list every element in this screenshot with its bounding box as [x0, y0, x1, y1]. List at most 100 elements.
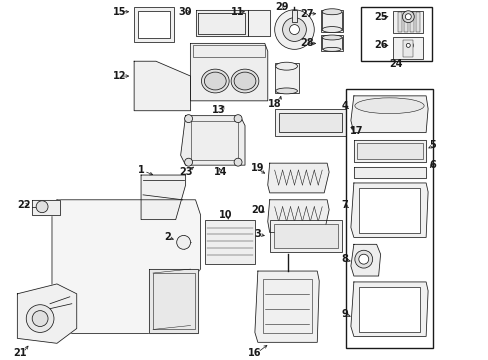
Text: 10: 10 — [218, 210, 231, 220]
Text: 21: 21 — [14, 348, 27, 358]
Ellipse shape — [322, 27, 341, 32]
Circle shape — [176, 235, 190, 249]
Bar — [393, 11, 422, 32]
Circle shape — [358, 254, 368, 264]
Polygon shape — [190, 44, 267, 101]
Text: 26: 26 — [373, 40, 386, 50]
Text: 16: 16 — [247, 348, 261, 358]
Circle shape — [234, 158, 242, 166]
Polygon shape — [180, 116, 244, 165]
Ellipse shape — [322, 9, 341, 15]
Text: 25: 25 — [373, 12, 386, 22]
Text: 6: 6 — [429, 160, 435, 170]
Text: 2: 2 — [164, 233, 171, 242]
Bar — [409, 12, 413, 32]
Polygon shape — [134, 61, 190, 111]
Text: 1: 1 — [138, 165, 144, 175]
Text: 30: 30 — [179, 7, 192, 17]
Bar — [138, 11, 169, 39]
Bar — [404, 12, 407, 32]
Bar — [356, 143, 422, 159]
Text: 15: 15 — [112, 7, 126, 17]
Circle shape — [184, 158, 192, 166]
Ellipse shape — [231, 69, 258, 93]
Bar — [321, 10, 342, 32]
Ellipse shape — [275, 88, 297, 94]
Bar — [205, 220, 254, 264]
Text: 14: 14 — [213, 167, 226, 177]
Text: 9: 9 — [341, 309, 347, 319]
Ellipse shape — [234, 72, 255, 90]
Circle shape — [354, 250, 372, 268]
Ellipse shape — [275, 62, 297, 70]
Circle shape — [274, 10, 314, 49]
Bar — [398, 12, 402, 32]
Text: 22: 22 — [18, 200, 31, 210]
Polygon shape — [267, 163, 328, 193]
Text: 7: 7 — [341, 200, 347, 210]
Polygon shape — [350, 244, 380, 276]
Polygon shape — [254, 271, 319, 342]
Text: 13: 13 — [211, 105, 224, 115]
Circle shape — [282, 18, 306, 41]
Polygon shape — [350, 183, 427, 237]
Ellipse shape — [354, 98, 423, 114]
Bar — [190, 121, 238, 160]
Ellipse shape — [204, 72, 226, 90]
Text: 24: 24 — [389, 59, 402, 69]
Bar — [262, 279, 312, 333]
Ellipse shape — [322, 35, 341, 40]
Circle shape — [406, 44, 409, 48]
Bar — [360, 7, 431, 61]
Polygon shape — [350, 96, 427, 132]
Bar — [192, 45, 264, 57]
Text: 4: 4 — [341, 101, 347, 111]
Polygon shape — [195, 10, 247, 36]
Text: 27: 27 — [300, 9, 313, 19]
Circle shape — [36, 201, 48, 213]
Polygon shape — [247, 10, 269, 36]
Ellipse shape — [201, 69, 229, 93]
Circle shape — [234, 115, 242, 123]
Bar — [278, 113, 341, 132]
Text: 8: 8 — [341, 254, 347, 264]
Circle shape — [26, 305, 54, 332]
Circle shape — [402, 11, 413, 23]
Bar — [403, 40, 412, 57]
Bar — [273, 224, 337, 248]
Text: 5: 5 — [429, 140, 435, 150]
Bar — [358, 287, 419, 332]
Bar — [415, 12, 419, 32]
Text: 11: 11 — [231, 7, 244, 17]
Ellipse shape — [323, 48, 340, 51]
Text: 20: 20 — [251, 205, 264, 215]
Circle shape — [405, 14, 410, 20]
Bar — [134, 7, 173, 42]
Polygon shape — [141, 175, 185, 220]
Bar — [269, 220, 341, 252]
Bar — [153, 273, 194, 329]
Polygon shape — [32, 200, 60, 215]
Bar — [274, 63, 299, 93]
Polygon shape — [52, 200, 200, 333]
Bar — [345, 89, 432, 348]
Text: 28: 28 — [300, 39, 313, 48]
Circle shape — [403, 40, 412, 50]
Text: 19: 19 — [251, 163, 264, 173]
Polygon shape — [353, 140, 425, 162]
Bar — [358, 188, 419, 233]
Bar — [393, 37, 422, 59]
Circle shape — [184, 115, 192, 123]
Text: 29: 29 — [274, 2, 288, 12]
Polygon shape — [17, 284, 77, 343]
Text: 23: 23 — [179, 167, 192, 177]
Text: 3: 3 — [254, 229, 261, 239]
Text: 17: 17 — [349, 126, 363, 135]
Polygon shape — [267, 200, 328, 233]
Bar — [291, 10, 297, 22]
Circle shape — [32, 311, 48, 327]
Polygon shape — [353, 167, 425, 178]
Circle shape — [289, 24, 299, 35]
Bar — [321, 36, 342, 51]
Polygon shape — [149, 269, 198, 333]
